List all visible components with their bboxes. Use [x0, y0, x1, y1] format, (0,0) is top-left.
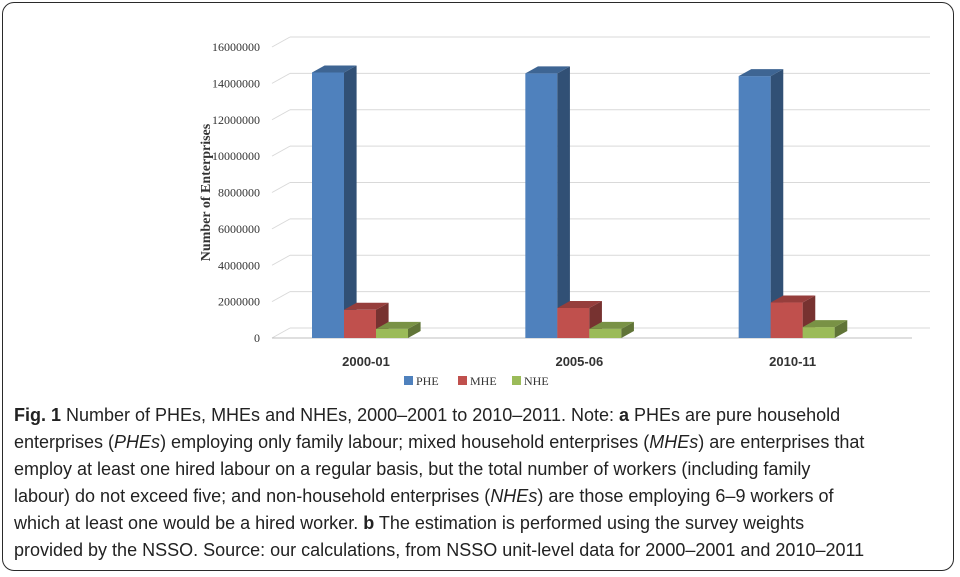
bar-mhe [770, 302, 803, 338]
bar-side-phe [557, 66, 570, 338]
bar-nhe [802, 327, 835, 338]
note-b-label: b [363, 513, 375, 533]
caption-term-phes: PHEs [114, 432, 161, 452]
bar-top-mhe [770, 295, 816, 303]
gridline-depth [271, 72, 291, 84]
legend-label-phe: PHE [416, 374, 439, 388]
bar-phe [525, 73, 558, 338]
bar-top-phe [738, 69, 784, 77]
gridline-depth [271, 36, 291, 48]
gridline-depth [271, 145, 291, 157]
y-tick-label: 12000000 [212, 113, 260, 127]
legend-swatch-mhe [458, 376, 467, 385]
figure-frame [2, 2, 954, 571]
caption-line-5: which at least one would be a hired work… [14, 513, 804, 534]
bar-top-nhe [589, 321, 634, 329]
y-tick-label: 8000000 [218, 186, 260, 200]
gridline-depth [271, 109, 291, 121]
x-tick-label: 2010-11 [769, 354, 816, 369]
y-tick-label: 2000000 [218, 295, 260, 309]
caption-line-4: labour) do not exceed five; and non-hous… [14, 486, 833, 507]
bar-top-nhe [802, 320, 848, 328]
caption-text: employ at least one hired labour on a re… [14, 459, 811, 479]
bar-mhe [557, 307, 590, 338]
caption-text: labour) do not exceed five; and non-hous… [14, 486, 491, 506]
note-a-label: a [619, 405, 630, 425]
caption-text: ) employing only family labour; mixed ho… [160, 432, 650, 452]
x-tick-label: 2000-01 [342, 354, 390, 369]
y-tick-label: 6000000 [218, 222, 260, 236]
caption-text: ) are enterprises that [698, 432, 865, 452]
y-tick-label: 10000000 [212, 149, 260, 163]
legend-label-mhe: MHE [470, 374, 497, 388]
gridline-depth [271, 254, 291, 266]
gridline-depth [271, 291, 291, 303]
bar-side-nhe [408, 321, 421, 338]
caption-term-nhes: NHEs [490, 486, 538, 506]
bar-top-phe [312, 65, 357, 73]
gridline-depth [271, 182, 291, 193]
legend-swatch-nhe [512, 376, 521, 385]
bar-phe [312, 72, 344, 339]
bar-side-phe [344, 65, 357, 339]
bar-nhe [589, 328, 622, 338]
bar-nhe [376, 328, 408, 338]
bar-side-nhe [621, 321, 634, 338]
x-tick-label: 2005-06 [555, 354, 603, 369]
caption-line-2: enterprises (PHEs) employing only family… [14, 432, 864, 453]
caption-text: enterprises ( [14, 432, 115, 452]
bar-chart: 0 2000000 4000000 6000000 8000000 10000000 120… [199, 36, 930, 388]
gridline-depth [271, 218, 291, 230]
caption-text: ) are those employing 6–9 workers of [537, 486, 834, 506]
bar-mhe [344, 309, 376, 338]
bar-side-phe [770, 69, 784, 338]
bar-top-nhe [376, 321, 421, 329]
bar-phe [738, 76, 771, 338]
caption-text: provided by the NSSO. Source: our calcul… [14, 540, 865, 560]
bar-side-nhe [834, 320, 848, 338]
legend-swatch-phe [404, 376, 413, 385]
legend-label-nhe: NHE [524, 374, 549, 388]
y-axis-label: Number of Enterprises [199, 123, 214, 261]
caption-line-3: employ at least one hired labour on a re… [14, 459, 810, 480]
bar-top-phe [525, 66, 570, 74]
caption-line-6: provided by the NSSO. Source: our calcul… [14, 540, 864, 561]
bar-top-mhe [344, 302, 389, 310]
caption-line-1: Fig. 1 Number of PHEs, MHEs and NHEs, 20… [14, 405, 840, 426]
caption-term-mhes: MHEs [649, 432, 699, 452]
bar-top-mhe [557, 300, 602, 308]
caption-text: PHEs are pure household [629, 405, 841, 425]
gridline-depth [271, 327, 291, 339]
caption-text: The estimation is performed using the su… [374, 513, 805, 533]
y-tick-label: 0 [254, 331, 260, 345]
figure-label: Fig. 1 [14, 405, 62, 425]
y-tick-label: 16000000 [212, 40, 260, 54]
y-tick-label: 14000000 [212, 76, 260, 90]
caption-text: which at least one would be a hired work… [14, 513, 364, 533]
caption-title: Number of PHEs, MHEs and NHEs, 2000–2001… [61, 405, 619, 425]
y-tick-label: 4000000 [218, 258, 260, 272]
